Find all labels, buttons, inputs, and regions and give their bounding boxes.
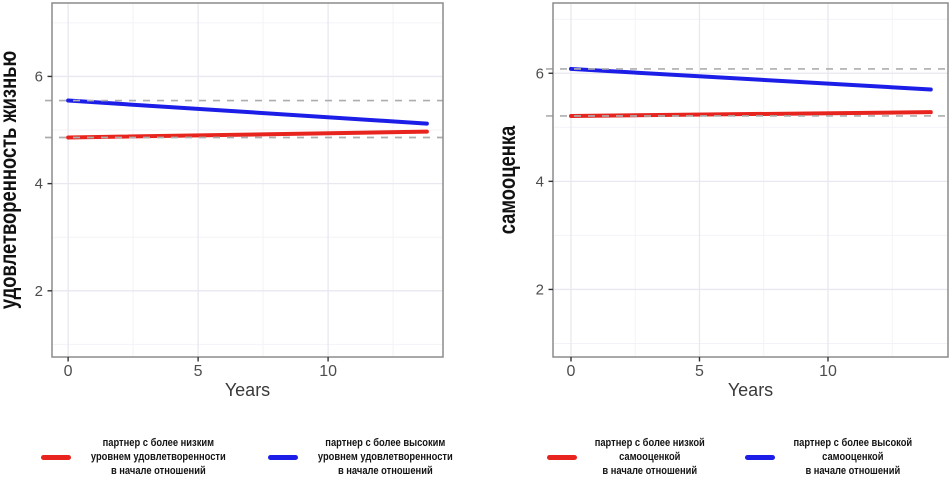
legend-line: самооценкой — [619, 451, 681, 463]
chart-self-esteem: 0 5 10 2 4 6 Years самооценка партнер с более н… — [476, 0, 952, 504]
legend-swatch-red — [41, 454, 72, 460]
chart-life-satisfaction: 0 5 10 2 4 6 Years удовлетворенность жизнью пар… — [0, 2, 476, 478]
legend-life-satisfaction: партнер с более низким уровнем удовлетво… — [30, 436, 476, 478]
series-line-red — [66, 129, 429, 140]
panel-background — [52, 3, 443, 357]
legend-label: партнер с более низкой самооценкой в нач… — [595, 436, 705, 478]
series-line-blue — [66, 98, 429, 126]
series-line-blue — [568, 66, 933, 92]
panel-border — [552, 2, 949, 358]
legend-label: партнер с более высокой самооценкой в на… — [793, 436, 912, 478]
legend-label: партнер с более низким уровнем удовлетво… — [91, 436, 226, 478]
y-tick-label: 6 — [536, 65, 544, 82]
legend-item-higher-self-esteem: партнер с более высокой самооценкой в на… — [744, 436, 923, 478]
legend-swatch-blue — [744, 454, 775, 460]
x-tick-label: 5 — [194, 363, 203, 380]
y-tick-label: 2 — [35, 283, 43, 300]
x-tick-label: 10 — [819, 363, 837, 380]
legend-line: в начале отношений — [602, 465, 698, 477]
legend-item-higher-satisfaction: партнер с более высоким уровнем удовлетв… — [268, 436, 465, 478]
y-tick-label: 6 — [35, 68, 43, 85]
legend-self-esteem: партнер с более низкой самооценкой в нач… — [512, 436, 952, 478]
panel-background — [553, 3, 948, 357]
x-axis-title: Years — [728, 380, 773, 400]
legend-item-lower-self-esteem: партнер с более низкой самооценкой в нач… — [547, 436, 715, 478]
legend-swatch-blue — [268, 454, 298, 460]
legend-line: самооценкой — [822, 451, 884, 463]
x-tick-label: 5 — [695, 363, 704, 380]
legend-line: партнер с более высокой — [793, 437, 913, 449]
plot-life-satisfaction: 0 5 10 2 4 6 Years удовлетворенность жизнью — [0, 2, 444, 400]
legend-swatch-red — [547, 454, 578, 460]
y-tick-label: 2 — [536, 281, 544, 298]
legend-line: уровнем удовлетворенности — [91, 451, 227, 463]
panel-border — [51, 2, 444, 358]
legend-line: партнер с более низкой — [595, 437, 706, 449]
x-tick-label: 0 — [64, 363, 73, 380]
legend-line: партнер с более высоким — [325, 437, 446, 449]
x-tick-label: 10 — [319, 363, 337, 380]
plot-self-esteem: 0 5 10 2 4 6 Years самооценка — [495, 2, 949, 400]
legend-line: партнер с более низким — [102, 437, 215, 449]
x-axis-title: Years — [225, 380, 270, 400]
legend-line: в начале отношений — [337, 465, 433, 477]
legend-label: партнер с более высоким уровнем удовлетв… — [318, 436, 453, 478]
x-tick-label: 0 — [567, 363, 576, 380]
legend-item-lower-satisfaction: партнер с более низким уровнем удовлетво… — [41, 436, 238, 478]
y-axis-title: самооценка — [495, 125, 520, 234]
legend-line: уровнем удовлетворенности — [317, 451, 453, 463]
y-tick-label: 4 — [536, 173, 544, 190]
legend-line: в начале отношений — [805, 465, 901, 477]
legend-line: в начале отношений — [111, 465, 207, 477]
y-tick-label: 4 — [35, 176, 43, 193]
y-axis-title: удовлетворенность жизнью — [0, 51, 22, 309]
